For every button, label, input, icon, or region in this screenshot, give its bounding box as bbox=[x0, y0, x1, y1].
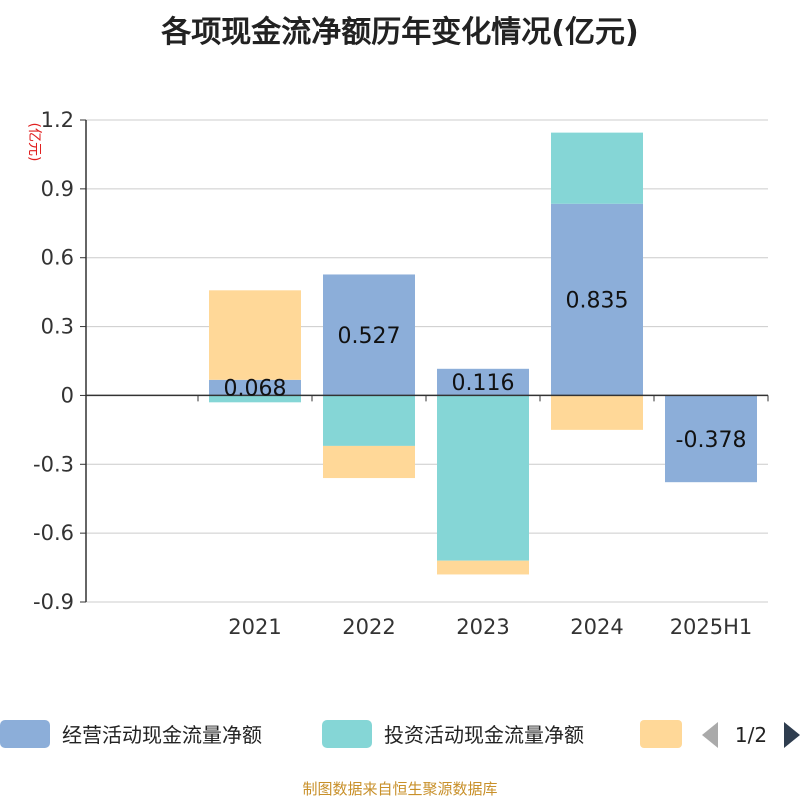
legend-page-indicator: 1/2 bbox=[735, 723, 767, 747]
y-tick-label: 0.9 bbox=[41, 177, 74, 201]
data-label-2021: 0.068 bbox=[224, 377, 287, 402]
y-axis-unit: (亿元) bbox=[26, 123, 42, 162]
y-tick-label: 0 bbox=[61, 383, 74, 407]
data-label-2022: 0.527 bbox=[338, 324, 401, 349]
y-tick-label: -0.3 bbox=[33, 452, 74, 476]
legend-label-operating[interactable]: 经营活动现金流量净额 bbox=[62, 723, 262, 747]
y-tick-label: -0.6 bbox=[33, 521, 74, 545]
x-tick-label-2023: 2023 bbox=[456, 615, 509, 639]
bar-series2-2024[interactable] bbox=[551, 132, 643, 204]
y-tick-label: 0.3 bbox=[41, 315, 74, 339]
bar-series2-2023[interactable] bbox=[437, 395, 529, 561]
x-tick-label-2021: 2021 bbox=[228, 615, 281, 639]
data-label-2025H1: -0.378 bbox=[676, 428, 747, 453]
x-axis-ticks: 2021 2022 2023 2024 2025H1 bbox=[228, 615, 752, 639]
legend: 经营活动现金流量净额 投资活动现金流量净额 1/2 bbox=[0, 720, 800, 748]
legend-swatch-investing[interactable] bbox=[322, 720, 372, 748]
triangle-right-icon[interactable] bbox=[784, 722, 800, 748]
bar-series2-2022[interactable] bbox=[323, 395, 415, 446]
bar-series3-2021[interactable] bbox=[209, 290, 301, 380]
data-labels: 0.068 0.527 0.116 0.835 -0.378 bbox=[224, 289, 747, 453]
y-tick-label: -0.9 bbox=[33, 590, 74, 614]
legend-label-investing[interactable]: 投资活动现金流量净额 bbox=[384, 723, 584, 747]
bar-series1-2025H1[interactable] bbox=[665, 395, 757, 483]
triangle-left-icon[interactable] bbox=[702, 722, 718, 748]
axes bbox=[85, 120, 769, 602]
bar-series1-2024[interactable] bbox=[551, 203, 643, 396]
bars bbox=[209, 132, 757, 575]
x-tick-label-2024: 2024 bbox=[570, 615, 623, 639]
data-label-2023: 0.116 bbox=[452, 371, 515, 396]
bar-series1-2023[interactable] bbox=[437, 368, 529, 396]
bar-series3-2022[interactable] bbox=[323, 445, 415, 479]
x-tick-label-2025H1: 2025H1 bbox=[670, 615, 753, 639]
legend-swatch-financing[interactable] bbox=[640, 720, 682, 748]
y-tick-label: 0.6 bbox=[41, 246, 74, 270]
y-tick-label: 1.2 bbox=[41, 108, 74, 132]
x-tick-label-2022: 2022 bbox=[342, 615, 395, 639]
data-label-2024: 0.835 bbox=[566, 289, 629, 314]
data-source: 制图数据来自恒生聚源数据库 bbox=[302, 780, 497, 798]
legend-swatch-operating[interactable] bbox=[0, 720, 50, 748]
bar-series2-2021[interactable] bbox=[209, 395, 301, 403]
bar-series1-2022[interactable] bbox=[323, 274, 415, 396]
grid-lines bbox=[86, 119, 768, 603]
chart-title: 各项现金流净额历年变化情况(亿元) bbox=[160, 15, 638, 50]
y-axis-ticks: 1.2 0.9 0.6 0.3 0 -0.3 -0.6 -0.9 bbox=[33, 108, 86, 614]
bar-series1-2021[interactable] bbox=[209, 379, 301, 396]
bar-series3-2024[interactable] bbox=[551, 395, 643, 430]
bar-series3-2023[interactable] bbox=[437, 560, 529, 575]
